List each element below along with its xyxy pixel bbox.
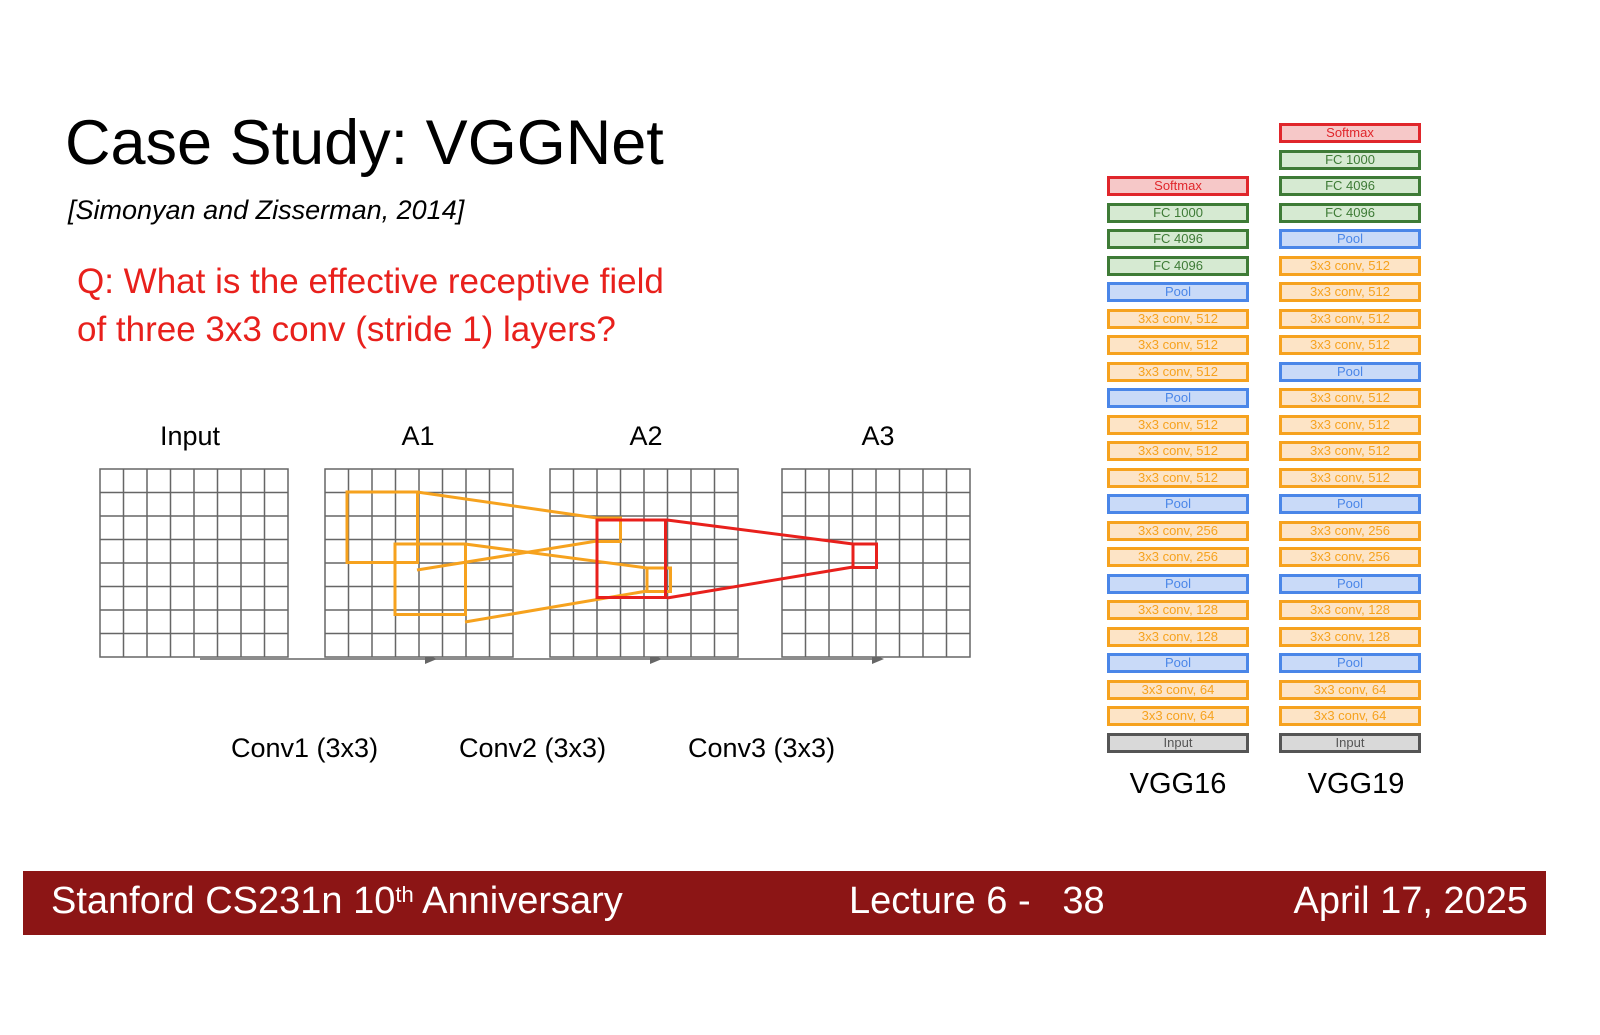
lecture-date: April 17, 2025: [1293, 880, 1529, 922]
grid-label-input: Input: [159, 421, 221, 451]
vgg19-layer-conv: 3x3 conv, 256: [1279, 547, 1421, 567]
course-text: Stanford CS231n 10: [51, 880, 396, 922]
vgg16-layer-conv: 3x3 conv, 64: [1107, 679, 1249, 700]
vgg19-layer-conv: 3x3 conv, 512: [1279, 282, 1421, 302]
a1-receptive-box-1: [345, 490, 419, 564]
conv3-label: Conv3 (3x3): [688, 733, 836, 763]
projection-line-red: [666, 518, 854, 546]
vgg16-label: VGG16: [1129, 768, 1227, 800]
vgg19-layer-conv: 3x3 conv, 64: [1279, 679, 1421, 700]
vgg19-layer-conv: 3x3 conv, 512: [1279, 388, 1421, 408]
vgg16-layer-conv: 3x3 conv, 512: [1107, 441, 1249, 461]
projection-line-red: [666, 565, 854, 600]
vgg16-layer-pool: Pool: [1107, 282, 1249, 302]
vgg19-label: VGG19: [1307, 768, 1405, 800]
vgg16-layer-conv: 3x3 conv, 256: [1107, 520, 1249, 541]
vgg19-layer-fc: FC 4096: [1279, 176, 1421, 196]
vgg16-stack: Softmax FC 1000 FC 4096 FC 4096 Pool 3x3 conv…: [1107, 176, 1249, 759]
a2-cell-2: [645, 566, 672, 593]
projection-line: [416, 539, 598, 572]
vgg19-layer-pool: Pool: [1279, 229, 1421, 249]
vgg19-layer-conv: 3x3 conv, 512: [1279, 255, 1421, 276]
vgg16-layer-conv: 3x3 conv, 512: [1107, 308, 1249, 329]
course-superscript: th: [395, 882, 414, 907]
vgg19-layer-conv: 3x3 conv, 64: [1279, 706, 1421, 726]
receptive-field-diagram: [99, 468, 971, 664]
vgg16-layer-conv: 3x3 conv, 128: [1107, 600, 1249, 620]
projection-line: [464, 542, 648, 570]
grid-label-a2: A2: [629, 421, 663, 451]
a1-receptive-box-2: [393, 542, 467, 616]
vgg16-layer-pool: Pool: [1107, 573, 1249, 594]
grid-label-a1: A1: [401, 421, 435, 451]
vgg19-layer-pool: Pool: [1279, 494, 1421, 514]
projection-line: [416, 490, 598, 520]
vgg16-layer-fc: FC 4096: [1107, 229, 1249, 249]
vgg16-layer-softmax: Softmax: [1107, 176, 1249, 196]
vgg16-layer-fc: FC 1000: [1107, 202, 1249, 223]
vgg19-layer-conv: 3x3 conv, 256: [1279, 520, 1421, 541]
vgg19-layer-pool: Pool: [1279, 361, 1421, 382]
conv1-label: Conv1 (3x3): [231, 733, 379, 763]
vgg19-layer-conv: 3x3 conv, 128: [1279, 626, 1421, 647]
vgg16-layer-conv: 3x3 conv, 256: [1107, 547, 1249, 567]
vgg19-layer-conv: 3x3 conv, 512: [1279, 467, 1421, 488]
vgg16-layer-conv: 3x3 conv, 512: [1107, 414, 1249, 435]
vgg19-layer-conv: 3x3 conv, 512: [1279, 414, 1421, 435]
vgg16-layer-pool: Pool: [1107, 653, 1249, 673]
vgg16-layer-input: Input: [1107, 732, 1249, 753]
course-name: Stanford CS231n 10th Anniversary: [51, 879, 623, 923]
vgg19-stack: Softmax FC 1000 FC 4096 FC 4096 Pool 3x3 conv…: [1279, 123, 1421, 759]
slide-title: Case Study: VGGNet: [65, 108, 664, 178]
citation: [Simonyan and Zisserman, 2014]: [68, 195, 465, 225]
vgg16-layer-conv: 3x3 conv, 64: [1107, 706, 1249, 726]
vgg16-layer-conv: 3x3 conv, 512: [1107, 335, 1249, 355]
a3-output-cell: [851, 542, 878, 569]
vgg19-layer-input: Input: [1279, 732, 1421, 753]
vgg19-layer-fc: FC 4096: [1279, 202, 1421, 223]
footer-bar: Stanford CS231n 10th Anniversary Lecture…: [23, 871, 1546, 935]
vgg19-layer-softmax: Softmax: [1279, 123, 1421, 143]
lecture-number: Lecture 6 - 38: [849, 880, 1105, 922]
vgg16-layer-pool: Pool: [1107, 494, 1249, 514]
a2-receptive-box: [595, 518, 667, 599]
vgg16-layer-conv: 3x3 conv, 128: [1107, 626, 1249, 647]
question: Q: What is the effective receptive field…: [77, 258, 777, 354]
conv2-label: Conv2 (3x3): [459, 733, 607, 763]
vgg19-layer-conv: 3x3 conv, 512: [1279, 335, 1421, 355]
question-line-1: Q: What is the effective receptive field: [77, 262, 664, 301]
course-suffix: Anniversary: [413, 880, 623, 922]
vgg19-layer-conv: 3x3 conv, 512: [1279, 308, 1421, 329]
vgg16-layer-conv: 3x3 conv, 512: [1107, 361, 1249, 382]
question-line-2: of three 3x3 conv (stride 1) layers?: [77, 310, 616, 349]
vgg16-layer-pool: Pool: [1107, 388, 1249, 408]
vgg16-layer-conv: 3x3 conv, 512: [1107, 467, 1249, 488]
vgg19-layer-fc: FC 1000: [1279, 149, 1421, 170]
vgg19-layer-pool: Pool: [1279, 573, 1421, 594]
vgg19-layer-conv: 3x3 conv, 512: [1279, 441, 1421, 461]
vgg16-layer-fc: FC 4096: [1107, 255, 1249, 276]
grid-label-a3: A3: [861, 421, 895, 451]
vgg19-layer-conv: 3x3 conv, 128: [1279, 600, 1421, 620]
vgg19-layer-pool: Pool: [1279, 653, 1421, 673]
